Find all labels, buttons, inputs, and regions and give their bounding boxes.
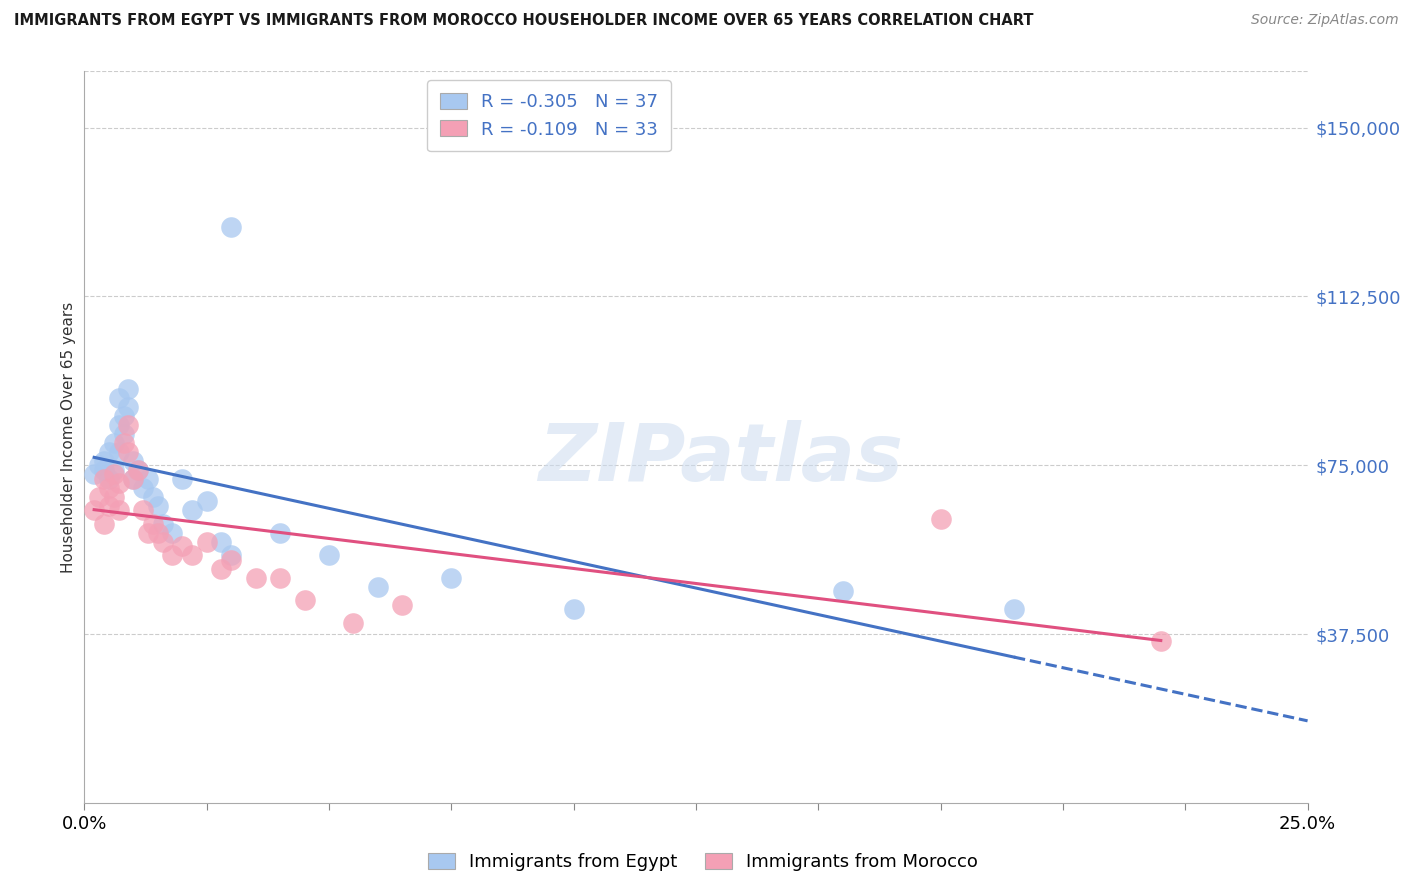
Point bbox=[172, 472, 194, 486]
Point bbox=[117, 400, 139, 414]
Point bbox=[219, 548, 242, 562]
Point bbox=[146, 525, 169, 540]
Point bbox=[440, 571, 463, 585]
Point bbox=[209, 534, 232, 549]
Point bbox=[97, 481, 120, 495]
Point bbox=[127, 463, 149, 477]
Point bbox=[107, 444, 129, 458]
Point bbox=[142, 516, 165, 531]
Point bbox=[97, 444, 120, 458]
Point bbox=[122, 472, 145, 486]
Point bbox=[142, 490, 165, 504]
Point bbox=[562, 602, 585, 616]
Point bbox=[1002, 602, 1025, 616]
Point bbox=[87, 458, 110, 473]
Text: ZIPatlas: ZIPatlas bbox=[538, 420, 903, 498]
Point bbox=[367, 580, 389, 594]
Point bbox=[929, 512, 952, 526]
Point bbox=[136, 525, 159, 540]
Legend: Immigrants from Egypt, Immigrants from Morocco: Immigrants from Egypt, Immigrants from M… bbox=[420, 846, 986, 879]
Point bbox=[87, 490, 110, 504]
Point bbox=[318, 548, 340, 562]
Point bbox=[342, 615, 364, 630]
Point bbox=[103, 435, 125, 450]
Point bbox=[93, 516, 115, 531]
Point bbox=[107, 476, 129, 491]
Point bbox=[181, 548, 204, 562]
Point bbox=[93, 472, 115, 486]
Point bbox=[269, 571, 291, 585]
Point bbox=[83, 467, 105, 482]
Point bbox=[93, 463, 115, 477]
Point bbox=[245, 571, 267, 585]
Point bbox=[172, 539, 194, 553]
Point bbox=[103, 463, 125, 477]
Point bbox=[294, 593, 316, 607]
Point bbox=[127, 463, 149, 477]
Text: Source: ZipAtlas.com: Source: ZipAtlas.com bbox=[1251, 13, 1399, 28]
Point bbox=[107, 503, 129, 517]
Point bbox=[117, 417, 139, 432]
Point bbox=[152, 534, 174, 549]
Point bbox=[219, 219, 242, 234]
Point bbox=[103, 490, 125, 504]
Point bbox=[136, 472, 159, 486]
Point bbox=[152, 516, 174, 531]
Point bbox=[831, 584, 853, 599]
Point bbox=[132, 503, 155, 517]
Point bbox=[122, 453, 145, 467]
Point bbox=[195, 534, 218, 549]
Point bbox=[83, 503, 105, 517]
Point bbox=[117, 382, 139, 396]
Point bbox=[112, 435, 135, 450]
Point bbox=[162, 548, 184, 562]
Point bbox=[103, 467, 125, 482]
Legend: R = -0.305   N = 37, R = -0.109   N = 33: R = -0.305 N = 37, R = -0.109 N = 33 bbox=[427, 80, 671, 152]
Text: IMMIGRANTS FROM EGYPT VS IMMIGRANTS FROM MOROCCO HOUSEHOLDER INCOME OVER 65 YEAR: IMMIGRANTS FROM EGYPT VS IMMIGRANTS FROM… bbox=[14, 13, 1033, 29]
Point bbox=[1150, 633, 1173, 648]
Point bbox=[122, 472, 145, 486]
Point bbox=[146, 499, 169, 513]
Point bbox=[112, 409, 135, 423]
Point bbox=[97, 472, 120, 486]
Point bbox=[107, 391, 129, 405]
Point bbox=[195, 494, 218, 508]
Point bbox=[132, 481, 155, 495]
Point bbox=[117, 444, 139, 458]
Y-axis label: Householder Income Over 65 years: Householder Income Over 65 years bbox=[60, 301, 76, 573]
Point bbox=[112, 426, 135, 441]
Point bbox=[97, 499, 120, 513]
Point bbox=[93, 453, 115, 467]
Point bbox=[107, 417, 129, 432]
Point bbox=[219, 553, 242, 567]
Point bbox=[391, 598, 413, 612]
Point bbox=[269, 525, 291, 540]
Point bbox=[209, 562, 232, 576]
Point bbox=[181, 503, 204, 517]
Point bbox=[162, 525, 184, 540]
